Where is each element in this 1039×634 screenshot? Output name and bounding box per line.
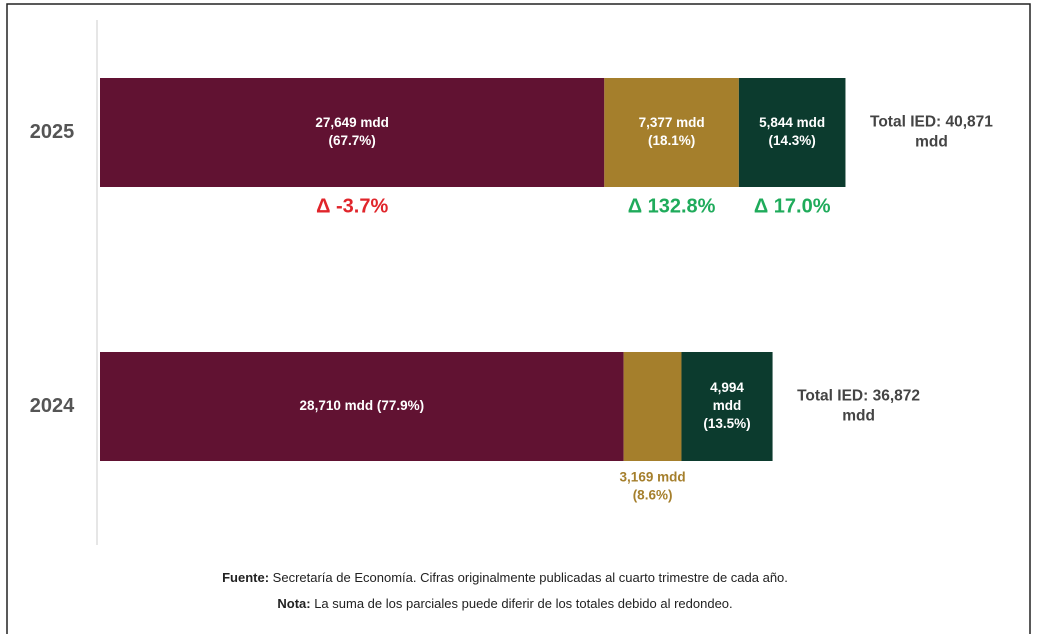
value-label: 3,169 mdd: [620, 470, 686, 485]
bar-segment: [100, 352, 624, 461]
value-label: 5,844 mdd: [759, 115, 825, 130]
y-tick-label: 2024: [30, 395, 75, 417]
value-label: 4,994: [710, 380, 744, 395]
note-label: Nota:: [277, 596, 311, 611]
value-label: 7,377 mdd: [639, 115, 705, 130]
source-text: Secretaría de Economía. Cifras originalm…: [272, 570, 788, 585]
total-label: mdd: [915, 134, 948, 151]
value-label: mdd: [713, 398, 742, 413]
bar-segment: [681, 352, 773, 461]
change-label: Δ 132.8%: [628, 195, 716, 217]
source: Fuente: Secretaría de Economía. Cifras o…: [0, 570, 1010, 585]
y-tick-label: 2025: [30, 121, 75, 143]
bar-segment: [738, 78, 846, 187]
value-label: 27,649 mdd: [315, 115, 389, 130]
value-label: (8.6%): [633, 488, 673, 503]
change-label: Δ -3.7%: [316, 195, 388, 217]
value-label: (18.1%): [648, 133, 695, 148]
value-label: (67.7%): [329, 133, 376, 148]
note-text: La suma de los parciales puede diferir d…: [314, 596, 733, 611]
total-label: mdd: [842, 408, 875, 425]
total-label: Total IED: 40,871: [870, 114, 993, 131]
value-label: 28,710 mdd (77.9%): [300, 398, 425, 413]
value-label: (14.3%): [769, 133, 816, 148]
total-label: Total IED: 36,872: [797, 388, 920, 405]
note: Nota: La suma de los parciales puede dif…: [0, 596, 1010, 611]
source-label: Fuente:: [222, 570, 270, 585]
bar-segment: [100, 78, 605, 187]
frame: [6, 3, 1031, 634]
change-label: Δ 17.0%: [754, 195, 831, 217]
bar-segment: [604, 78, 739, 187]
value-label: (13.5%): [703, 416, 750, 431]
bar-segment: [623, 352, 682, 461]
